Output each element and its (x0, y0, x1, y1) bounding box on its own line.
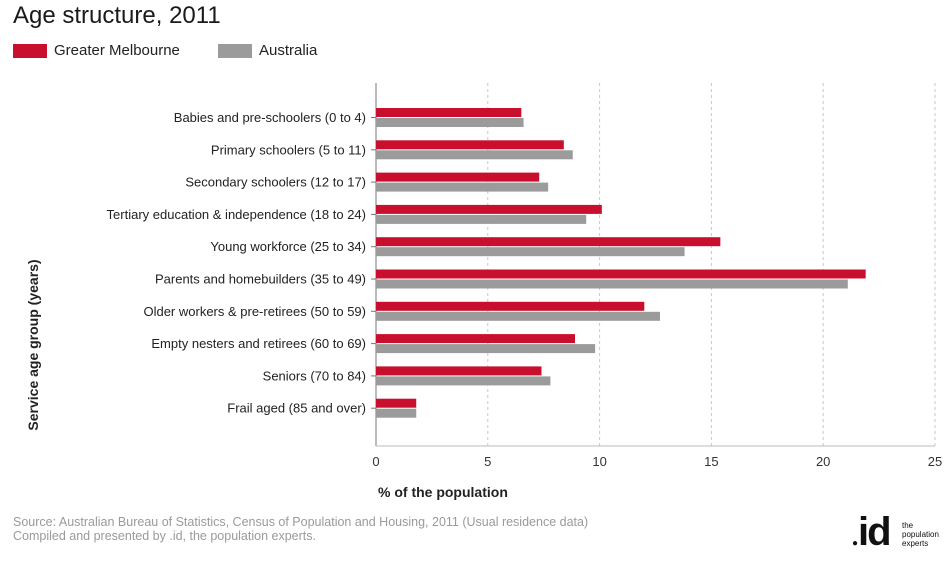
x-tick-label-20: 20 (816, 454, 830, 469)
bar-australia-3 (376, 214, 587, 224)
logo-tagline-1: the (902, 521, 914, 530)
bar-greater-melbourne-3 (376, 204, 602, 214)
legend-label-greater-melbourne: Greater Melbourne (54, 42, 180, 59)
logo-tagline-3: experts (902, 539, 929, 548)
x-tick-label-25: 25 (928, 454, 942, 469)
bar-australia-4 (376, 247, 685, 257)
bar-australia-2 (376, 182, 549, 192)
bar-greater-melbourne-8 (376, 366, 542, 376)
category-label-9: Frail aged (85 and over) (227, 401, 366, 416)
bar-australia-5 (376, 279, 848, 289)
legend-swatch-australia (218, 43, 252, 58)
category-label-2: Secondary schoolers (12 to 17) (185, 175, 366, 190)
source-note: Source: Australian Bureau of Statistics,… (13, 515, 588, 543)
bar-greater-melbourne-5 (376, 269, 866, 279)
x-tick-label-5: 5 (484, 454, 491, 469)
logo-dot: ● (852, 538, 859, 549)
source-line-2: Compiled and presented by .id, the popul… (13, 529, 316, 543)
source-line-1: Source: Australian Bureau of Statistics,… (13, 515, 589, 529)
bar-greater-melbourne-9 (376, 398, 417, 408)
category-label-0: Babies and pre-schoolers (0 to 4) (174, 110, 366, 125)
category-label-6: Older workers & pre-retirees (50 to 59) (143, 304, 366, 319)
logo-mark: id (858, 510, 892, 554)
bar-chart: 0 5 10 15 20 25 Babies and pre-schoolers (0 to… (25, 83, 942, 500)
bar-greater-melbourne-2 (376, 172, 540, 182)
category-label-3: Tertiary education & independence (18 to… (107, 207, 366, 222)
bar-greater-melbourne-1 (376, 140, 564, 150)
x-tick-label-0: 0 (372, 454, 379, 469)
bar-australia-8 (376, 376, 551, 386)
chart-title: Age structure, 2011 (13, 2, 221, 29)
x-axis-title: % of the population (378, 484, 508, 500)
legend-swatch-greater-melbourne (13, 43, 47, 58)
category-label-4: Young workforce (25 to 34) (210, 239, 366, 254)
bar-australia-1 (376, 150, 573, 160)
bar-australia-9 (376, 408, 417, 418)
legend-label-australia: Australia (259, 42, 318, 59)
bar-greater-melbourne-0 (376, 108, 522, 117)
bar-greater-melbourne-6 (376, 301, 645, 311)
legend-item-australia: Australia (218, 42, 317, 59)
bar-greater-melbourne-7 (376, 334, 576, 344)
legend-item-greater-melbourne: Greater Melbourne (13, 42, 180, 59)
category-label-7: Empty nesters and retirees (60 to 69) (151, 336, 366, 351)
logo-tagline-2: population (902, 530, 939, 539)
bar-australia-7 (376, 344, 596, 354)
bar-greater-melbourne-4 (376, 237, 721, 247)
category-label-5: Parents and homebuilders (35 to 49) (155, 272, 366, 287)
x-tick-label-15: 15 (704, 454, 718, 469)
y-axis-title: Service age group (years) (25, 259, 41, 430)
category-label-8: Seniors (70 to 84) (263, 368, 366, 383)
bar-australia-0 (376, 118, 524, 127)
x-tick-label-10: 10 (592, 454, 606, 469)
logo-tagline: the population experts (902, 521, 950, 548)
id-logo: ● id the population experts (852, 510, 950, 558)
category-label-1: Primary schoolers (5 to 11) (211, 142, 366, 157)
bar-australia-6 (376, 311, 660, 321)
